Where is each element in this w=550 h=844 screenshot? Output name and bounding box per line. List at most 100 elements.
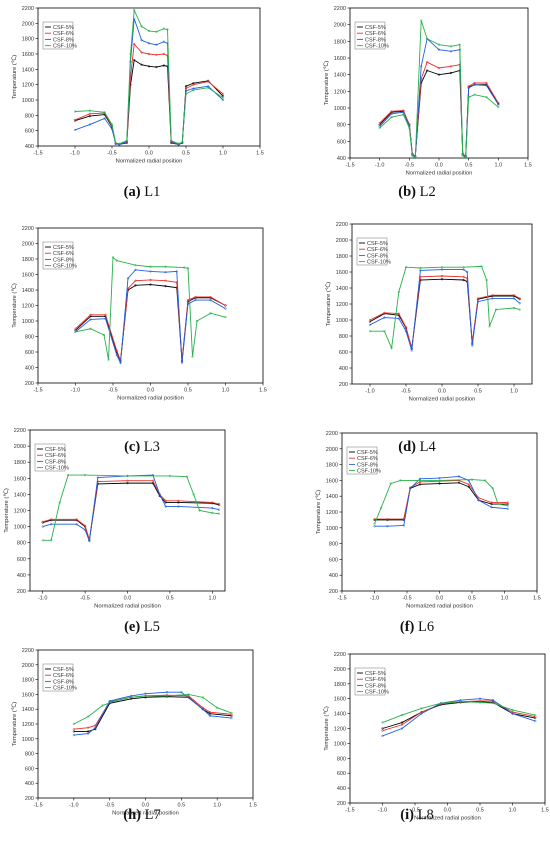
- data-point: [183, 266, 186, 269]
- data-point: [126, 482, 129, 485]
- data-point: [164, 265, 167, 268]
- legend: CSF-5%CSF-6%CSF-8%CSF-10%: [346, 446, 381, 475]
- data-point: [368, 318, 372, 322]
- data-point: [386, 518, 389, 521]
- y-tick-label: 1600: [14, 476, 26, 482]
- data-point: [74, 330, 77, 333]
- x-tick-label: -0.5: [80, 596, 89, 602]
- data-point: [449, 71, 452, 75]
- data-point: [195, 319, 199, 323]
- data-point: [194, 298, 197, 302]
- y-tick-label: 1200: [22, 722, 34, 728]
- series-line: [74, 59, 224, 145]
- data-point: [192, 83, 195, 86]
- x-tick-label: 1.0: [510, 389, 518, 395]
- data-point: [168, 474, 171, 477]
- data-point: [67, 473, 70, 477]
- y-tick-label: 200: [329, 589, 338, 595]
- data-point: [144, 694, 147, 697]
- data-point: [457, 475, 461, 478]
- y-tick-label: 400: [337, 156, 346, 162]
- data-point: [133, 42, 136, 46]
- y-tick-label: 800: [25, 113, 34, 119]
- data-point: [534, 716, 537, 720]
- data-point: [420, 707, 423, 710]
- data-point: [458, 43, 461, 46]
- data-point: [217, 508, 221, 511]
- data-point: [207, 85, 210, 88]
- data-point: [165, 694, 169, 697]
- data-point: [84, 473, 87, 477]
- data-point: [402, 113, 405, 116]
- data-point: [368, 330, 372, 333]
- legend-label: CSF-8%: [53, 37, 74, 43]
- data-point: [397, 312, 400, 315]
- data-point: [390, 346, 393, 350]
- y-tick-label: 1200: [326, 510, 338, 516]
- x-tick-label: 0.0: [436, 596, 444, 602]
- data-point: [511, 711, 514, 714]
- data-point: [368, 323, 372, 326]
- caption-L1: (a) L1: [92, 184, 192, 201]
- data-point: [506, 502, 509, 506]
- series-line: [42, 474, 220, 541]
- y-tick-label: 200: [337, 801, 346, 807]
- data-point: [118, 142, 121, 145]
- x-tick-label: 0.5: [474, 389, 482, 395]
- x-axis-title: Normalized radial position: [406, 604, 473, 610]
- data-point: [140, 25, 143, 28]
- x-axis-title: Normalized radial position: [117, 396, 184, 402]
- data-point: [134, 264, 137, 267]
- data-point: [462, 268, 465, 271]
- x-axis-title: Normalized radial position: [414, 816, 481, 822]
- data-point: [534, 715, 537, 718]
- data-point: [400, 723, 404, 726]
- data-point: [164, 279, 167, 282]
- caption-letter: (c): [124, 439, 141, 455]
- legend-label: CSF-10%: [45, 466, 69, 472]
- data-point: [483, 479, 487, 482]
- data-point: [437, 43, 441, 46]
- x-tick-label: -1.5: [345, 808, 354, 814]
- x-tick-label: 0.0: [147, 388, 155, 394]
- data-point: [497, 103, 500, 106]
- series-line: [382, 701, 536, 723]
- y-tick-label: 1600: [334, 56, 346, 62]
- caption-panel-name: L2: [416, 184, 436, 200]
- data-point: [437, 73, 441, 76]
- data-point: [373, 518, 376, 521]
- legend-box: [42, 241, 74, 270]
- legend-box: [354, 21, 386, 50]
- data-point: [126, 277, 130, 280]
- y-tick-label: 1600: [334, 697, 346, 703]
- data-point: [485, 84, 488, 87]
- data-point: [87, 726, 90, 729]
- data-point: [506, 507, 509, 510]
- series-line: [75, 269, 226, 365]
- data-point: [485, 96, 488, 99]
- data-point: [440, 268, 444, 271]
- y-tick-label: 600: [25, 129, 34, 135]
- legend-box: [354, 667, 386, 696]
- data-point: [390, 110, 393, 113]
- data-point: [187, 693, 190, 696]
- data-point: [155, 65, 158, 69]
- series-CSF-10%: [381, 700, 537, 724]
- data-point: [512, 297, 516, 300]
- legend: CSF-5%CSF-6%CSF-8%CSF-10%: [42, 663, 77, 692]
- data-point: [221, 96, 225, 99]
- y-tick-label: 1000: [334, 106, 346, 112]
- data-point: [400, 727, 404, 730]
- x-tick-label: -1.0: [70, 151, 79, 157]
- caption-panel-name: L6: [414, 619, 435, 635]
- data-point: [73, 110, 77, 113]
- x-tick-label: 0.0: [435, 163, 443, 169]
- legend-label: CSF-5%: [365, 671, 386, 677]
- chart-L4: -1.0 -0.5 0.0 0.5 1.0 200 400 600 800 1000 1200 140…: [326, 222, 533, 403]
- legend: CSF-5%CSF-6%CSF-8%CSF-10%: [354, 667, 389, 696]
- x-tick-label: -0.5: [402, 596, 411, 602]
- data-point: [426, 61, 429, 64]
- y-tick-label: 1800: [22, 678, 34, 684]
- legend-label: CSF-5%: [367, 241, 388, 247]
- caption-L5: (e) L5: [92, 619, 192, 636]
